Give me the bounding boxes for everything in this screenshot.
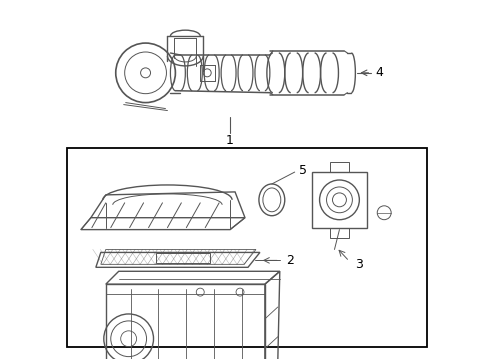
Bar [329,162,349,172]
Bar [329,228,349,238]
Bar [67,148,426,347]
Text: 2: 2 [285,254,293,267]
Bar [155,253,210,264]
Text: 3: 3 [355,258,363,271]
Text: 4: 4 [374,66,383,79]
Text: 1: 1 [225,134,234,147]
Text: 5: 5 [298,163,306,176]
Bar [311,172,366,228]
